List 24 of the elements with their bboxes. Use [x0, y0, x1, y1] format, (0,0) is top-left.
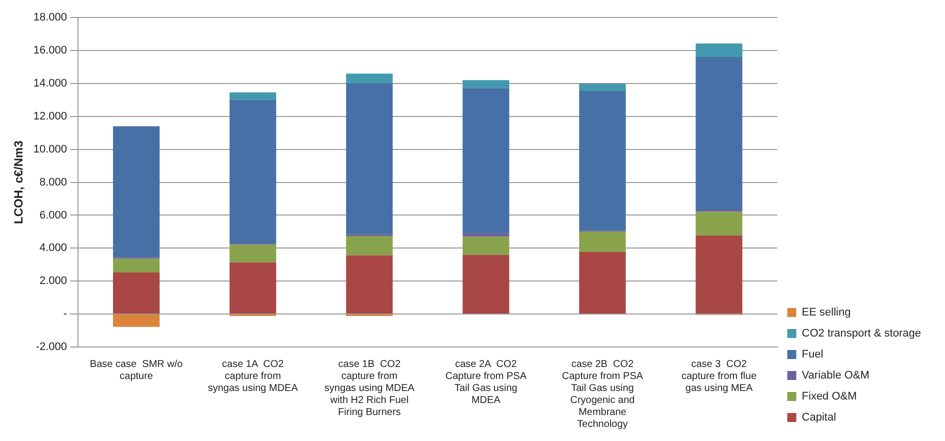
x-tick-label: Base case SMR w/o capture: [90, 358, 184, 382]
y-tick-label: -2.000: [36, 341, 68, 354]
y-tick-label: 8.000: [40, 176, 68, 188]
y-tick-label: 10.000: [33, 143, 68, 156]
legend-label: EE selling: [802, 306, 851, 319]
y-tick-label: 16.000: [33, 44, 68, 57]
x-tick-label: case 2B CO2 Capture from PSA Tail Gas using Cryogenic and Membrane Technology: [562, 358, 644, 430]
y-tick-label: 6.000: [40, 209, 68, 222]
y-tick-label: 2.000: [40, 275, 68, 288]
y-tick-label: -: [63, 308, 68, 320]
x-tick-label: case 3 CO2 capture from flue gas using MEA: [681, 358, 757, 394]
y-axis-title: LCOH, c€/Nm3: [12, 140, 26, 224]
x-tick-label: case 1A CO2 capture from syngas using MDEA: [208, 358, 298, 394]
x-tick-label: case 2A CO2 Capture from PSA Tail Gas using MDEA: [445, 358, 527, 406]
y-tick-label: 18.000: [33, 12, 68, 24]
legend-label: Capital: [802, 412, 836, 424]
y-tick-label: 14.000: [33, 78, 68, 90]
legend-label: CO2 transport & storage: [802, 328, 922, 340]
legend-label: Fuel: [802, 348, 824, 361]
legend-label: Variable O&M: [802, 370, 870, 382]
legend-label: Fixed O&M: [802, 390, 857, 403]
y-tick-label: 4.000: [40, 242, 68, 254]
y-tick-label: 12.000: [33, 110, 68, 122]
x-tick-label: case 1B CO2 capture from syngas using MDEA with H2 Rich Fuel Firing Burners: [324, 358, 415, 418]
